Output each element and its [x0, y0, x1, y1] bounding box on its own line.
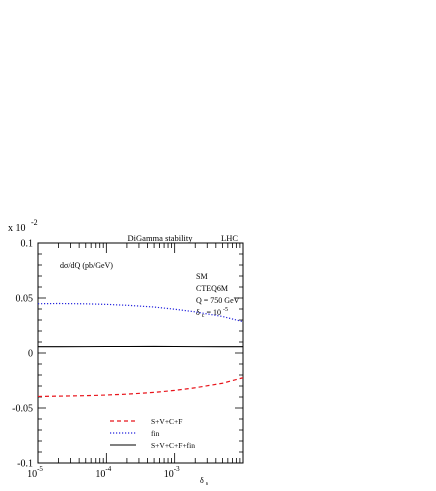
info-delta-c-sub: c	[202, 313, 205, 319]
legend-label: fin	[151, 429, 160, 438]
legend: S+V+C+F fin S+V+C+F+fin	[110, 417, 195, 450]
chart-title-right: LHC	[221, 233, 238, 243]
x-tick-label: 10-5	[27, 465, 43, 480]
y-tick-label: -0.1	[17, 459, 33, 470]
y-multiplier-base: x 10	[8, 223, 26, 234]
info-model: SM	[196, 272, 208, 281]
y-tick-label: 0.1	[21, 239, 34, 250]
y-axis: 0.1 0.05 0 -0.05 -0.1	[12, 239, 243, 470]
x-tick-label: 10-3	[164, 465, 180, 480]
x-axis-label: δ s	[200, 476, 209, 487]
info-delta-c-value: = 10	[206, 308, 221, 317]
y-axis-label: dσ/dQ (pb/GeV)	[60, 261, 113, 270]
y-tick-label: -0.05	[12, 404, 33, 415]
x-axis-label-sub: s	[206, 481, 209, 487]
y-multiplier-exponent: -2	[31, 218, 38, 227]
info-delta-c-symbol: δ	[196, 308, 200, 317]
chart-title: DiGamma stability	[128, 233, 194, 243]
info-scale: Q = 750 GeV	[196, 296, 240, 305]
y-multiplier: x 10 -2	[8, 218, 38, 234]
info-delta-c-exp: -5	[223, 307, 228, 313]
series-line	[37, 302, 244, 323]
info-delta-c: δ c = 10 -5	[196, 307, 228, 319]
plot-frame	[37, 242, 244, 464]
series-line	[37, 377, 244, 398]
x-tick-label: 10-4	[95, 465, 111, 480]
info-block: SM CTEQ6M Q = 750 GeV δ c = 10 -5	[196, 272, 240, 319]
y-tick-label: 0.05	[16, 294, 34, 305]
info-pdf: CTEQ6M	[196, 284, 228, 293]
legend-label: S+V+C+F+fin	[151, 441, 195, 450]
series-layer	[37, 302, 244, 398]
legend-label: S+V+C+F	[151, 417, 182, 426]
x-axis: 10-5 10-4 10-3	[27, 243, 241, 480]
x-axis-label-symbol: δ	[200, 476, 204, 485]
y-tick-label: 0	[28, 349, 33, 360]
